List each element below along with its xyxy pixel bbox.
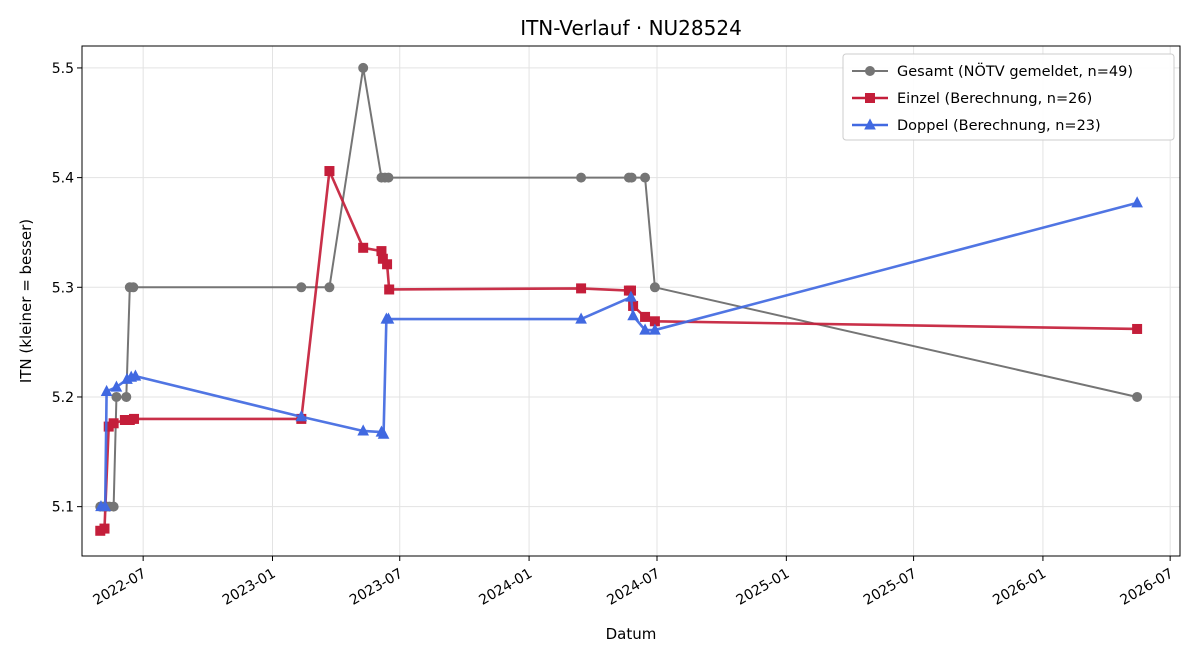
legend-marker-doppel [864, 118, 876, 130]
data-point-doppel [295, 410, 308, 422]
legend: Gesamt (NÖTV gemeldet, n=49) Einzel (Bere… [842, 53, 1175, 141]
chart-title: ITN-Verlauf · NU28524 [520, 16, 742, 40]
data-point-einzel [324, 166, 335, 177]
data-point-doppel [649, 323, 661, 335]
data-point-gesamt [649, 282, 660, 293]
y-tick-label: 5.5 [52, 61, 74, 77]
legend-label-einzel: Einzel (Berechnung, n=26) [897, 91, 1092, 107]
data-point-einzel [129, 413, 140, 424]
legend-marker-einzel [865, 93, 875, 103]
data-point-gesamt [1132, 391, 1143, 402]
data-point-doppel [639, 323, 651, 335]
plot-frame [81, 45, 1181, 557]
data-point-gesamt [640, 172, 651, 183]
data-point-einzel [99, 523, 110, 534]
data-point-einzel [382, 259, 393, 270]
data-point-einzel [1132, 323, 1143, 334]
data-point-einzel [640, 311, 651, 322]
data-point-doppel [575, 312, 587, 324]
series-layer [95, 62, 1143, 536]
data-point-doppel [100, 384, 113, 396]
y-tick-label: 5.3 [52, 280, 74, 296]
data-point-doppel [382, 312, 395, 324]
data-point-einzel [358, 242, 369, 253]
data-point-gesamt [296, 282, 307, 293]
y-tick-label: 5.4 [52, 171, 74, 187]
data-point-gesamt [111, 391, 122, 402]
data-point-doppel [627, 309, 639, 321]
data-point-gesamt [108, 501, 119, 512]
x-axis-label: Datum [606, 625, 657, 643]
data-point-gesamt [324, 282, 335, 293]
data-point-doppel [129, 369, 142, 381]
data-point-doppel [110, 380, 123, 392]
y-axis-label: ITN (kleiner = besser) [17, 219, 35, 383]
legend-label-doppel: Doppel (Berechnung, n=23) [897, 118, 1101, 134]
data-point-gesamt [121, 391, 132, 402]
data-point-gesamt [128, 282, 139, 293]
data-point-gesamt [626, 172, 637, 183]
data-point-doppel [357, 424, 370, 436]
legend-box [842, 53, 1175, 141]
data-point-doppel [99, 500, 112, 512]
series-doppel [95, 196, 1143, 512]
data-point-einzel [576, 283, 587, 294]
data-point-gesamt [358, 62, 369, 73]
data-point-einzel [108, 418, 119, 429]
data-point-gesamt [383, 172, 394, 183]
data-point-gesamt [576, 172, 587, 183]
y-tick-label: 5.1 [52, 500, 74, 516]
data-point-doppel [1131, 196, 1143, 208]
data-point-einzel [384, 284, 395, 295]
legend-marker-gesamt [865, 66, 875, 76]
data-point-doppel [377, 427, 390, 439]
legend-label-gesamt: Gesamt (NÖTV gemeldet, n=49) [897, 62, 1133, 80]
data-point-doppel [625, 290, 637, 302]
y-tick-label: 5.2 [52, 390, 74, 406]
